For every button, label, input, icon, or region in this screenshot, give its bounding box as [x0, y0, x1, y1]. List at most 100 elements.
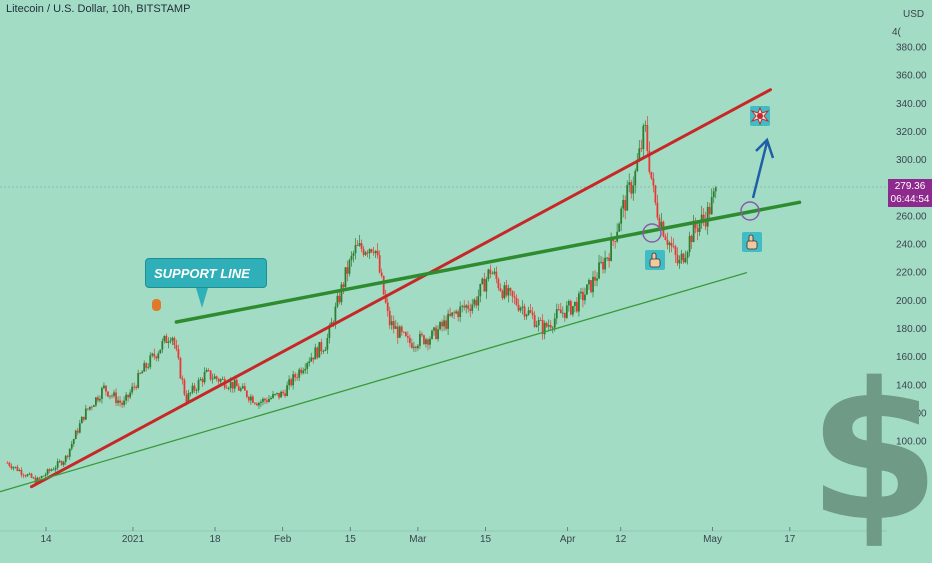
candle-body [328, 325, 331, 338]
candle-body [195, 390, 198, 391]
candle-body [670, 242, 673, 247]
candle-body [167, 341, 170, 344]
candle-body [646, 125, 649, 151]
candle-body [565, 305, 568, 318]
candle-body [26, 474, 29, 477]
candle-body [352, 253, 355, 256]
candle-body [165, 335, 168, 344]
candle-body [380, 272, 383, 276]
candle-body [427, 339, 429, 345]
candle-body [694, 220, 697, 229]
candle-body [66, 455, 69, 457]
candle-body [159, 349, 162, 354]
candle-body [469, 308, 472, 311]
time-tick-label: May [703, 534, 722, 545]
candle-body [463, 305, 466, 308]
candle-body [573, 301, 576, 307]
candle-body [537, 320, 540, 326]
candle-body [557, 309, 560, 310]
chart-stage: 60.00 80.00 100.00 120.00 140.00 160.00 180.00… [0, 0, 932, 550]
candle-body [88, 406, 91, 410]
candle-body [270, 397, 272, 400]
candle-body [157, 353, 160, 359]
candle-body [503, 285, 506, 299]
candle-body [567, 301, 570, 306]
candle-body [644, 125, 647, 126]
candle-body [294, 374, 297, 378]
candle-body [608, 257, 610, 261]
candle-body [435, 327, 437, 339]
candle-body [241, 386, 244, 389]
candle-body [97, 397, 99, 401]
candle-body [133, 386, 136, 388]
candle-body [251, 396, 254, 403]
candle-body [545, 322, 548, 327]
candle-body [350, 255, 353, 261]
candle-body [485, 279, 488, 292]
candle-body [394, 326, 397, 329]
price-tick-label: 80.00 [896, 465, 921, 476]
time-tick-label: 18 [209, 534, 221, 545]
candle-body [191, 385, 194, 393]
candle-body [20, 470, 23, 475]
candle-body [600, 261, 602, 263]
candle-body [187, 393, 190, 403]
candle-body [179, 357, 182, 379]
candle-body [598, 262, 600, 279]
candle-body [213, 376, 216, 379]
candle-body [674, 246, 677, 255]
candle-body [249, 396, 252, 401]
candle-body [125, 394, 127, 401]
candle-body [686, 252, 689, 259]
candle-body [477, 296, 480, 306]
candle-body [338, 295, 341, 303]
candle-body [42, 475, 45, 477]
price-tick-label: 300.00 [896, 155, 927, 166]
candle-body [696, 228, 699, 232]
candle-body [549, 325, 552, 328]
candle-body [56, 461, 59, 468]
candle-body [378, 255, 381, 273]
candle-body [346, 267, 349, 274]
candle-body [326, 337, 329, 350]
candle-body [92, 405, 95, 407]
candle-body [366, 252, 369, 254]
candle-body [682, 253, 685, 263]
candle-body [14, 466, 17, 468]
candle-body [563, 312, 566, 318]
candles-group [6, 116, 717, 484]
candle-body [449, 313, 452, 316]
candle-body [229, 381, 232, 389]
candle-body [501, 290, 504, 299]
candle-body [292, 374, 295, 386]
candle-body [525, 314, 528, 317]
candle-body [340, 284, 343, 303]
price-tick-label: 180.00 [896, 324, 927, 335]
time-tick-label: 2021 [122, 534, 145, 545]
candle-body [266, 400, 268, 402]
candle-body [465, 305, 468, 308]
candle-body [40, 476, 43, 478]
candle-body [658, 217, 661, 227]
price-chart[interactable]: 60.00 80.00 100.00 120.00 140.00 160.00 180.00… [0, 0, 932, 550]
candle-body [529, 310, 532, 313]
candle-body [620, 208, 623, 224]
candle-body [437, 329, 439, 339]
candle-body [642, 125, 645, 150]
candle-body [676, 254, 679, 264]
candle-body [308, 361, 311, 364]
candle-body [441, 322, 443, 327]
price-tick-label: 320.00 [896, 127, 927, 138]
candle-body [86, 408, 89, 410]
candle-body [547, 325, 550, 327]
time-axis[interactable]: 14 2021 18 Feb 15 Mar 15 Apr 12 May 17 [0, 527, 887, 545]
candle-body [103, 385, 105, 389]
candle-body [680, 253, 683, 260]
candle-body [253, 402, 256, 404]
candle-body [105, 385, 107, 392]
candle-body [386, 302, 389, 311]
candle-body [173, 337, 176, 346]
candle-body [650, 171, 653, 179]
time-tick-label: 15 [345, 534, 357, 545]
candle-body [237, 386, 240, 391]
